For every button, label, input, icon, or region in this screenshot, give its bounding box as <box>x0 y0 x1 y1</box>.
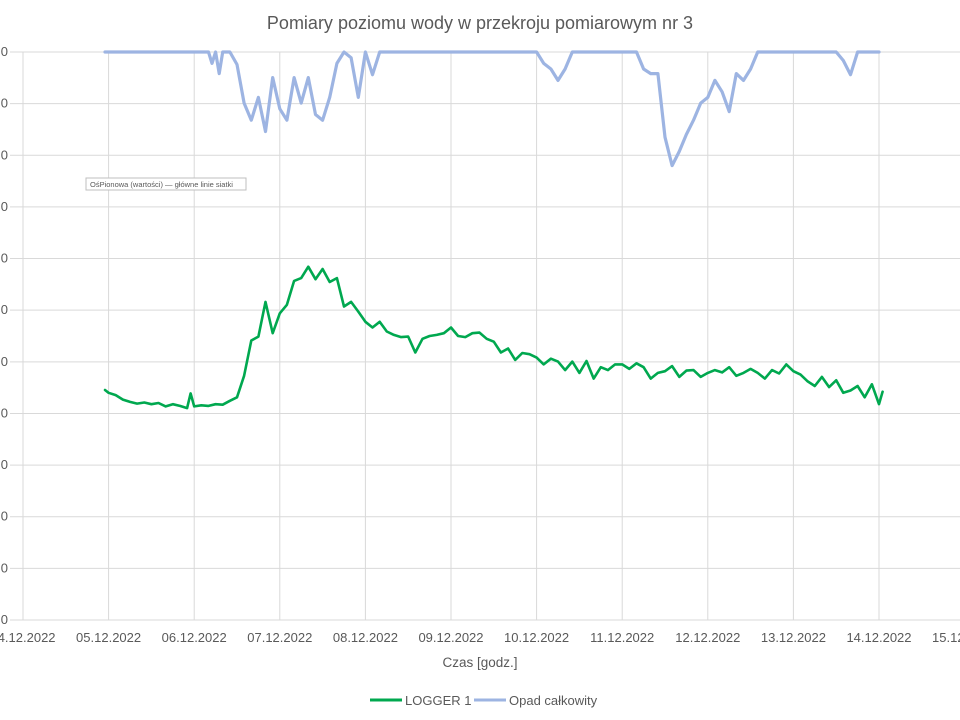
y-tick-label: .0 <box>0 560 8 575</box>
legend: LOGGER 1 Opad całkowity <box>370 693 598 708</box>
y-tick-label: .0 <box>0 457 8 472</box>
tooltip-text: OśPionowa (wartości) — główne linie siat… <box>90 180 233 189</box>
x-tick-label: 12.12.2022 <box>675 630 740 645</box>
x-tick-label: 08.12.2022 <box>333 630 398 645</box>
chart-title: Pomiary poziomu wody w przekroju pomiaro… <box>267 13 693 33</box>
y-tick-label: .0 <box>0 509 8 524</box>
series-line-logger-1 <box>103 265 884 410</box>
x-tick-label: 06.12.2022 <box>162 630 227 645</box>
x-tick-label: 11.12.2022 <box>590 630 654 645</box>
vertical-gridlines <box>22 52 880 620</box>
horizontal-gridlines <box>10 51 960 621</box>
x-axis-title: Czas [godz.] <box>442 655 517 670</box>
y-axis-tick-labels: .0 .0 .0 .0 .0 .0 .0 .0 .0 .0 .0 .0 <box>0 44 8 627</box>
tooltip-box <box>85 177 247 191</box>
y-tick-label: .0 <box>0 96 8 111</box>
y-tick-label: .0 <box>0 199 8 214</box>
y-tick-label: .0 <box>0 251 8 266</box>
x-tick-label: 15.12.2022 <box>932 630 960 645</box>
y-tick-label: .0 <box>0 147 8 162</box>
x-tick-label: 07.12.2022 <box>247 630 312 645</box>
legend-label-opad: Opad całkowity <box>509 693 598 708</box>
x-axis-tick-labels: 04.12.2022 05.12.2022 06.12.2022 07.12.2022… <box>0 630 960 645</box>
legend-label-logger: LOGGER 1 <box>405 693 471 708</box>
y-tick-label: .0 <box>0 612 8 627</box>
x-tick-label: 04.12.2022 <box>0 630 56 645</box>
x-tick-label: 10.12.2022 <box>504 630 569 645</box>
y-tick-label: .0 <box>0 302 8 317</box>
x-tick-label: 09.12.2022 <box>418 630 483 645</box>
y-tick-label: .0 <box>0 354 8 369</box>
y-tick-label: .0 <box>0 44 8 59</box>
gridline-tooltip: OśPionowa (wartości) — główne linie siat… <box>85 177 247 191</box>
x-tick-label: 13.12.2022 <box>761 630 826 645</box>
y-tick-label: .0 <box>0 405 8 420</box>
series-line-opad-calkowity <box>103 50 881 168</box>
series-layer <box>103 50 884 410</box>
x-tick-label: 14.12.2022 <box>846 630 911 645</box>
x-tick-label: 05.12.2022 <box>76 630 141 645</box>
